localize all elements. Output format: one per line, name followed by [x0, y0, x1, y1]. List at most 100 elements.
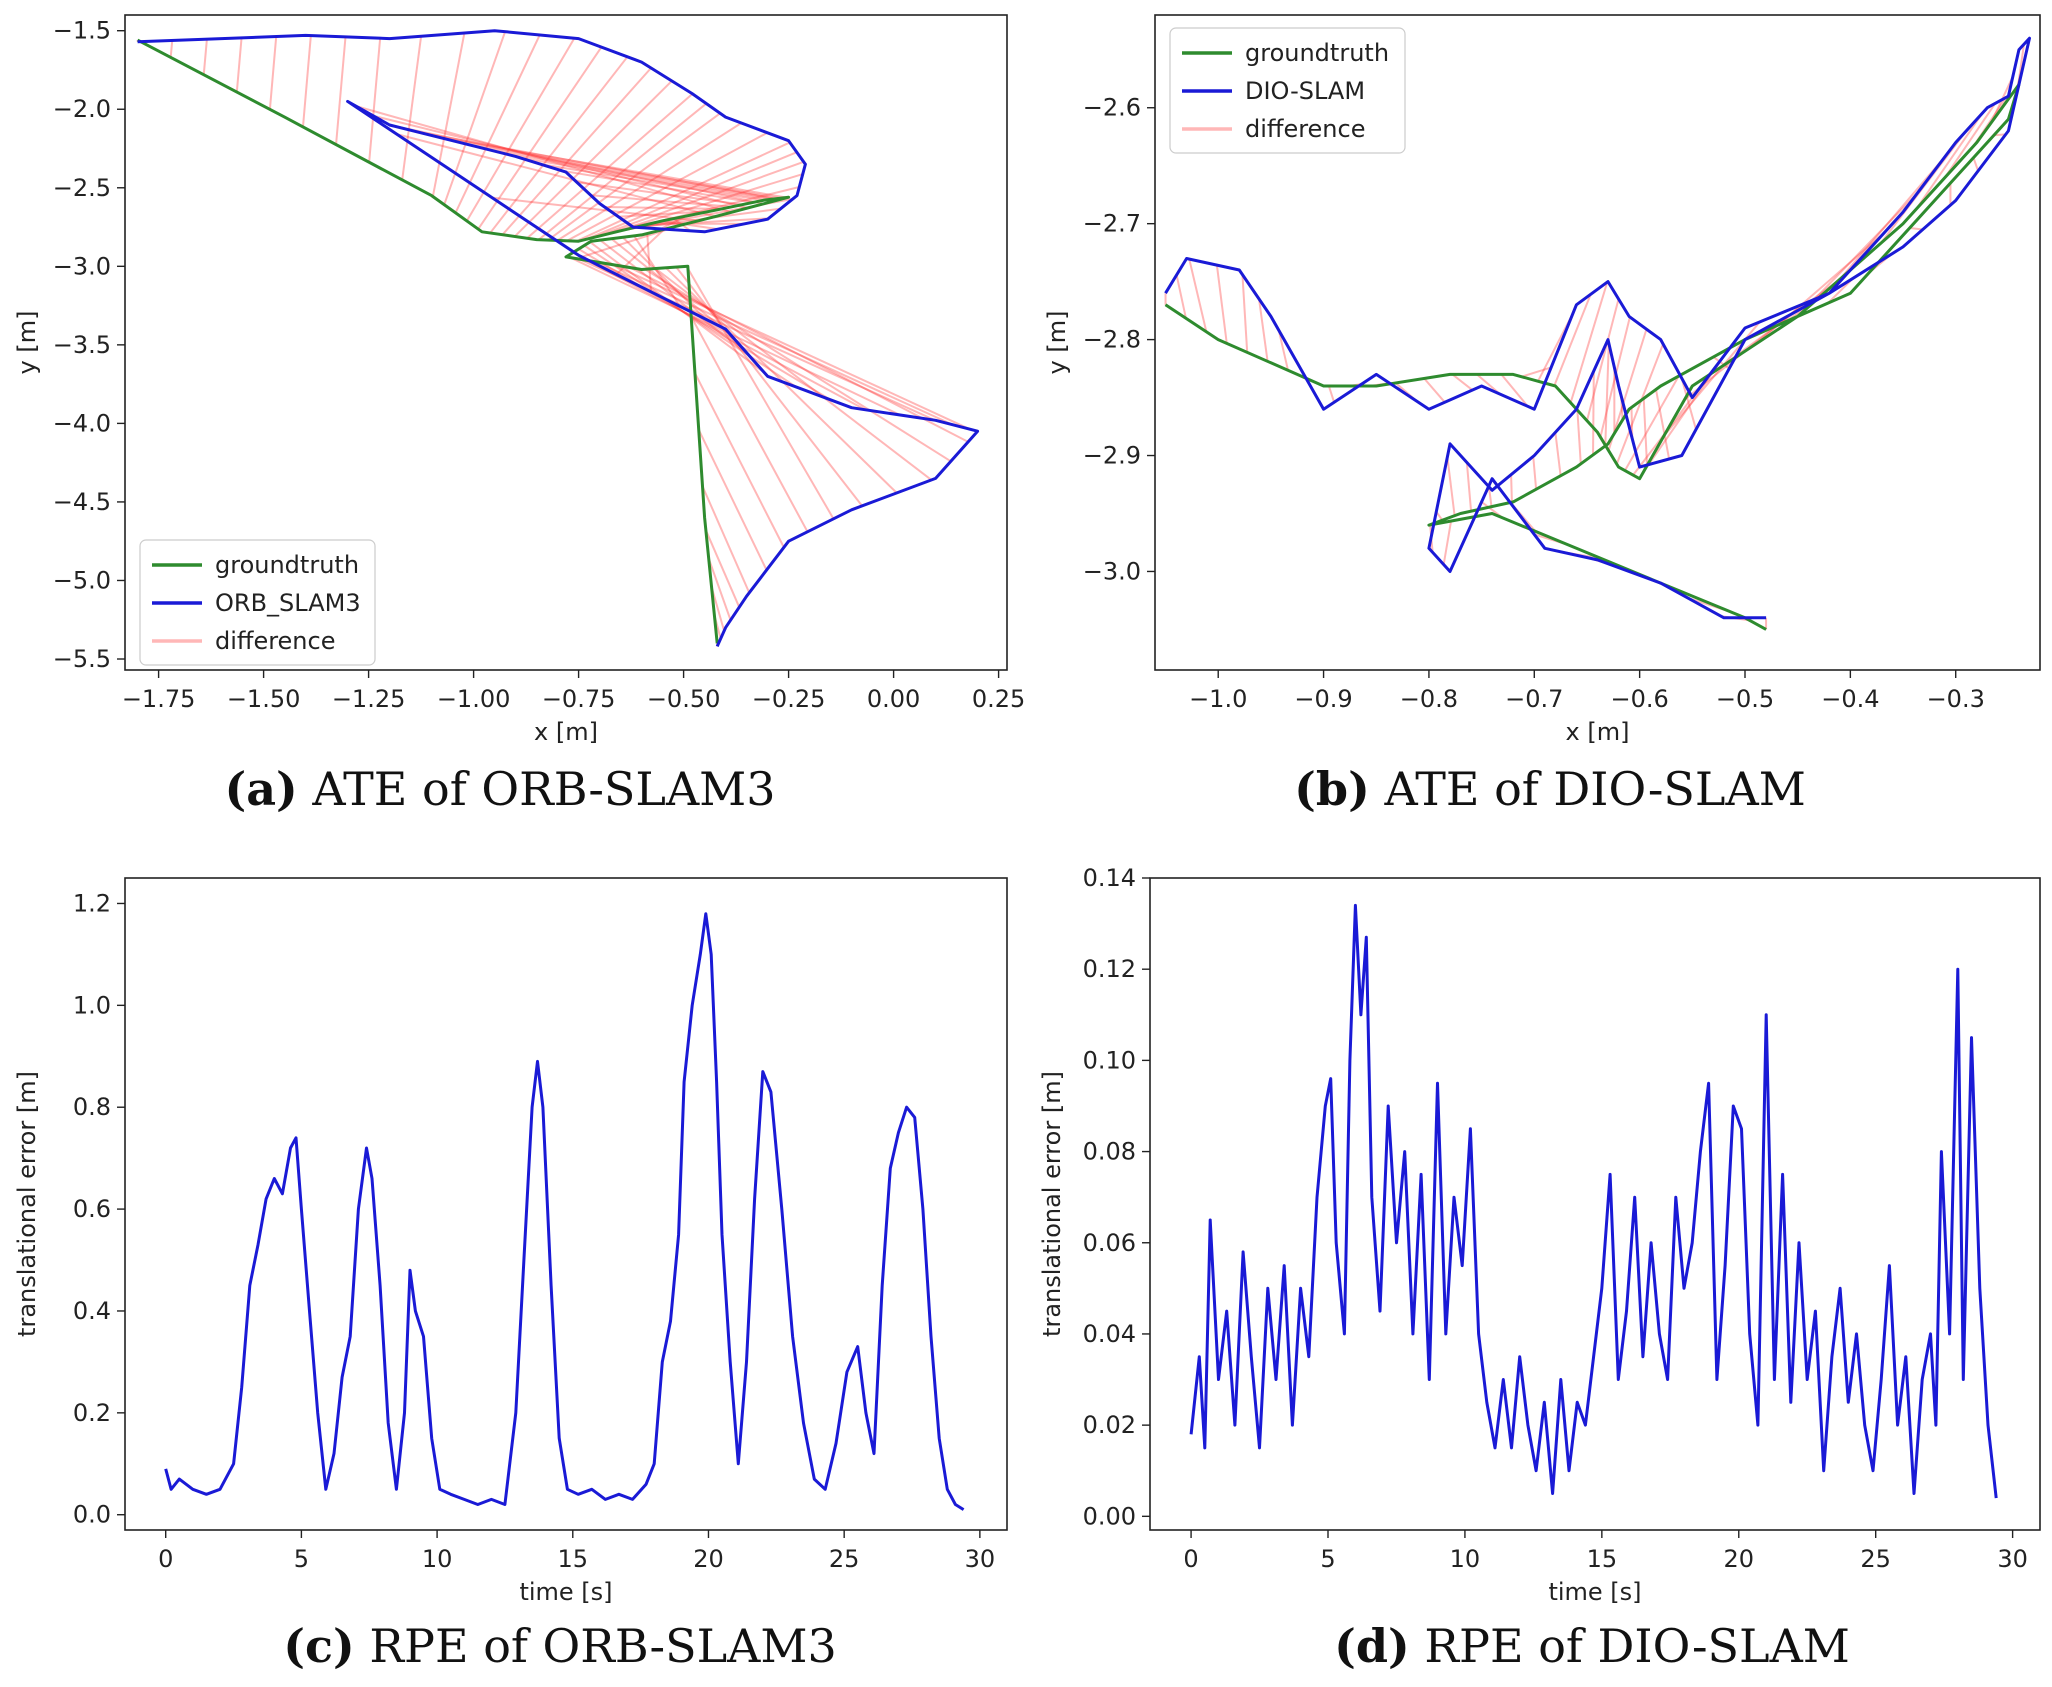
difference-line [489, 56, 629, 234]
difference-line [466, 37, 576, 222]
x-tick-label: −0.25 [752, 685, 826, 713]
x-tick-label: −0.5 [1716, 685, 1774, 713]
difference-line [1712, 356, 1730, 370]
difference-line [540, 163, 764, 202]
difference-line [547, 112, 721, 241]
x-tick-label: 0.25 [972, 685, 1025, 713]
panel-rpe-dio-slam: 0 5 10 15 20 25 30 0.00 0.02 0.04 0.06 0.08 0.10 0.12… [1038, 864, 2041, 1606]
y-tick-label: −3.5 [53, 331, 111, 359]
difference-line [1642, 398, 1649, 466]
y-tick-label: −3.0 [1083, 557, 1141, 585]
legend-box [1169, 27, 1406, 154]
y-tick-label: 0.6 [73, 1195, 111, 1223]
y-tick-label: 0.08 [1083, 1138, 1136, 1166]
y-tick-label: 0.14 [1083, 864, 1136, 892]
difference-line [1604, 343, 1610, 447]
difference-line [1241, 274, 1249, 353]
difference-line [604, 206, 722, 210]
difference-line [685, 265, 835, 520]
y-tick-label: −2.6 [1083, 94, 1141, 122]
y-tick-label: −1.5 [53, 17, 111, 45]
difference-line [169, 40, 174, 58]
plot-frame [1154, 14, 2041, 671]
y-tick-label: −2.7 [1083, 210, 1141, 238]
difference-line [576, 141, 791, 243]
legend: groundtruth ORB_SLAM3 difference [139, 539, 376, 666]
x-tick-label: 0 [158, 1545, 173, 1573]
difference-line [566, 255, 901, 416]
difference-line [491, 196, 699, 222]
y-tick-label: 0.00 [1083, 1502, 1136, 1530]
difference-line [704, 529, 741, 608]
y-tick-label: 0.8 [73, 1093, 111, 1121]
difference-line [646, 233, 653, 292]
caption-b: (b) ATE of DIO-SLAM [1294, 762, 1806, 816]
plot-frame [124, 877, 1008, 1531]
difference-line [1798, 192, 1919, 316]
difference-line [1510, 474, 1513, 503]
difference-line [1569, 281, 1609, 404]
difference-line [557, 122, 742, 242]
panel-ate-dio-slam: −1.0 −0.9 −0.8 −0.7 −0.6 −0.5 −0.4 −0.3 −2.6 −2.7… [1043, 14, 2041, 746]
difference-line [612, 263, 971, 431]
difference-line [501, 67, 652, 236]
y-tick-label: −2.0 [53, 95, 111, 123]
difference-line [629, 266, 969, 443]
difference-line [443, 31, 507, 205]
y-tick-label: −2.8 [1083, 326, 1141, 354]
legend-label: DIO-SLAM [1245, 77, 1365, 105]
difference-line [1277, 330, 1289, 371]
difference-line [1654, 389, 1671, 460]
difference-line [1258, 298, 1269, 362]
y-tick-label: 0.0 [73, 1501, 111, 1529]
y-axis-label: y [m] [13, 311, 41, 375]
caption-c: (c) RPE of ORB-SLAM3 [283, 1619, 837, 1673]
difference-line [1215, 264, 1228, 344]
difference-line [1585, 298, 1620, 422]
difference-line [590, 194, 733, 208]
caption-d: (d) RPE of DIO-SLAM [1334, 1619, 1850, 1673]
difference-line [1553, 294, 1592, 387]
difference-line [1521, 366, 1552, 378]
y-tick-label: 0.04 [1083, 1320, 1136, 1348]
difference-line [601, 173, 804, 237]
x-tick-label: 0 [1183, 1545, 1198, 1573]
y-tick-label: −2.5 [53, 174, 111, 202]
difference-line [373, 114, 748, 210]
difference-line [701, 485, 751, 594]
difference-line [519, 156, 770, 201]
x-tick-label: 0.00 [867, 685, 920, 713]
difference-line [202, 39, 208, 75]
x-tick-label: 10 [1450, 1545, 1481, 1573]
difference-line [401, 36, 423, 181]
difference-line [335, 36, 347, 145]
difference-line [442, 137, 787, 199]
x-axis-label: x [m] [1566, 718, 1630, 746]
legend-box [139, 539, 376, 666]
difference-line [566, 131, 768, 242]
x-tick-label: −1.50 [227, 685, 301, 713]
difference-line [599, 239, 748, 355]
difference-line [1943, 102, 1997, 179]
y-tick-label: 0.2 [73, 1399, 111, 1427]
y-axis-label: translational error [m] [13, 1071, 41, 1337]
panel-rpe-orb-slam3: 0 5 10 15 20 25 30 0.0 0.2 0.4 0.6 0.8 1.0 1.2 time [s… [13, 877, 1008, 1606]
difference-line [621, 236, 707, 321]
difference-line [633, 235, 681, 307]
difference-line [431, 32, 466, 197]
y-tick-label: −3.0 [53, 252, 111, 280]
caption-a: (a) ATE of ORB-SLAM3 [224, 762, 775, 816]
x-tick-label: −0.9 [1294, 685, 1352, 713]
legend: groundtruth DIO-SLAM difference [1169, 27, 1406, 154]
y-tick-label: −4.0 [53, 409, 111, 437]
difference-line [1451, 373, 1474, 391]
y-tick-label: −2.9 [1083, 442, 1141, 470]
legend-label: ORB_SLAM3 [215, 589, 361, 617]
difference-line [618, 210, 711, 218]
x-tick-label: −0.4 [1821, 685, 1879, 713]
difference-line [301, 35, 312, 128]
x-tick-label: 20 [693, 1545, 724, 1573]
difference-line [514, 80, 673, 238]
difference-line [1915, 112, 1984, 211]
